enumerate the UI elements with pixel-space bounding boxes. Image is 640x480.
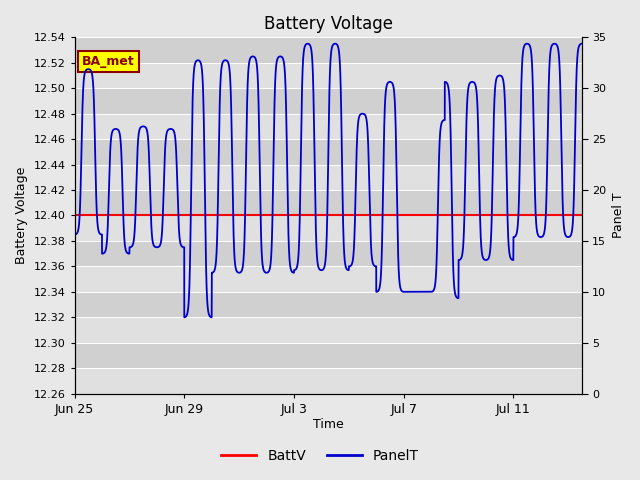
Bar: [75, 165, 582, 190]
Bar: [75, 292, 582, 317]
Legend: BattV, PanelT: BattV, PanelT: [216, 443, 424, 468]
Bar: [75, 343, 582, 368]
Bar: [75, 368, 582, 394]
Bar: [75, 190, 582, 216]
Bar: [75, 63, 582, 88]
Text: BA_met: BA_met: [82, 55, 135, 68]
Bar: [75, 317, 582, 343]
Bar: [75, 266, 582, 292]
Y-axis label: Panel T: Panel T: [612, 192, 625, 238]
Bar: [75, 139, 582, 165]
X-axis label: Time: Time: [313, 419, 344, 432]
Title: Battery Voltage: Battery Voltage: [264, 15, 393, 33]
Bar: [75, 88, 582, 114]
Bar: [75, 216, 582, 241]
Bar: [75, 37, 582, 63]
Bar: [75, 114, 582, 139]
Bar: [75, 241, 582, 266]
Y-axis label: Battery Voltage: Battery Voltage: [15, 167, 28, 264]
